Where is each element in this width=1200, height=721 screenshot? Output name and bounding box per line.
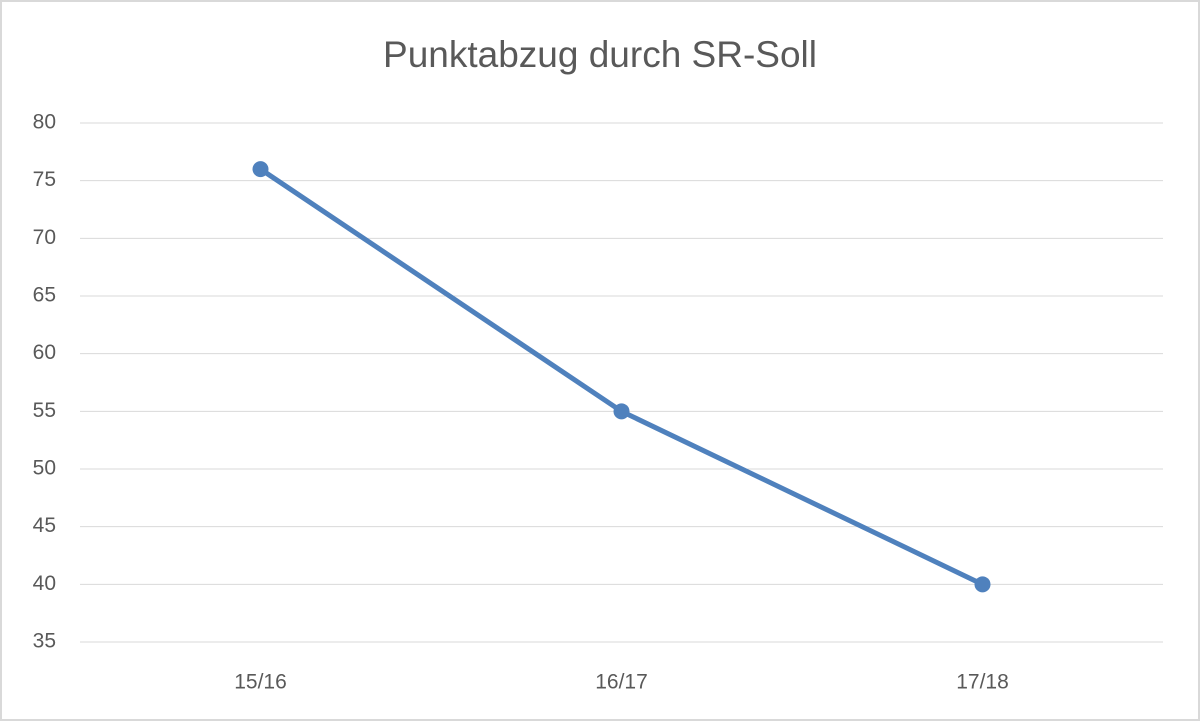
y-tick-label: 70 — [33, 226, 56, 249]
y-tick-label: 80 — [33, 111, 56, 134]
data-point — [252, 161, 269, 178]
chart-title: Punktabzug durch SR-Soll — [383, 34, 817, 75]
y-tick-label: 60 — [33, 341, 56, 364]
y-tick-label: 40 — [33, 572, 56, 595]
x-tick-label: 15/16 — [234, 671, 287, 694]
y-tick-label: 45 — [33, 514, 56, 537]
y-tick-label: 65 — [33, 284, 56, 307]
x-tick-label: 17/18 — [956, 671, 1009, 694]
data-point — [613, 403, 630, 420]
y-tick-label: 75 — [33, 168, 56, 191]
data-point — [974, 576, 991, 593]
y-tick-label: 50 — [33, 457, 56, 480]
x-tick-label: 16/17 — [595, 671, 648, 694]
y-tick-label: 55 — [33, 399, 56, 422]
y-tick-label: 35 — [33, 630, 56, 653]
